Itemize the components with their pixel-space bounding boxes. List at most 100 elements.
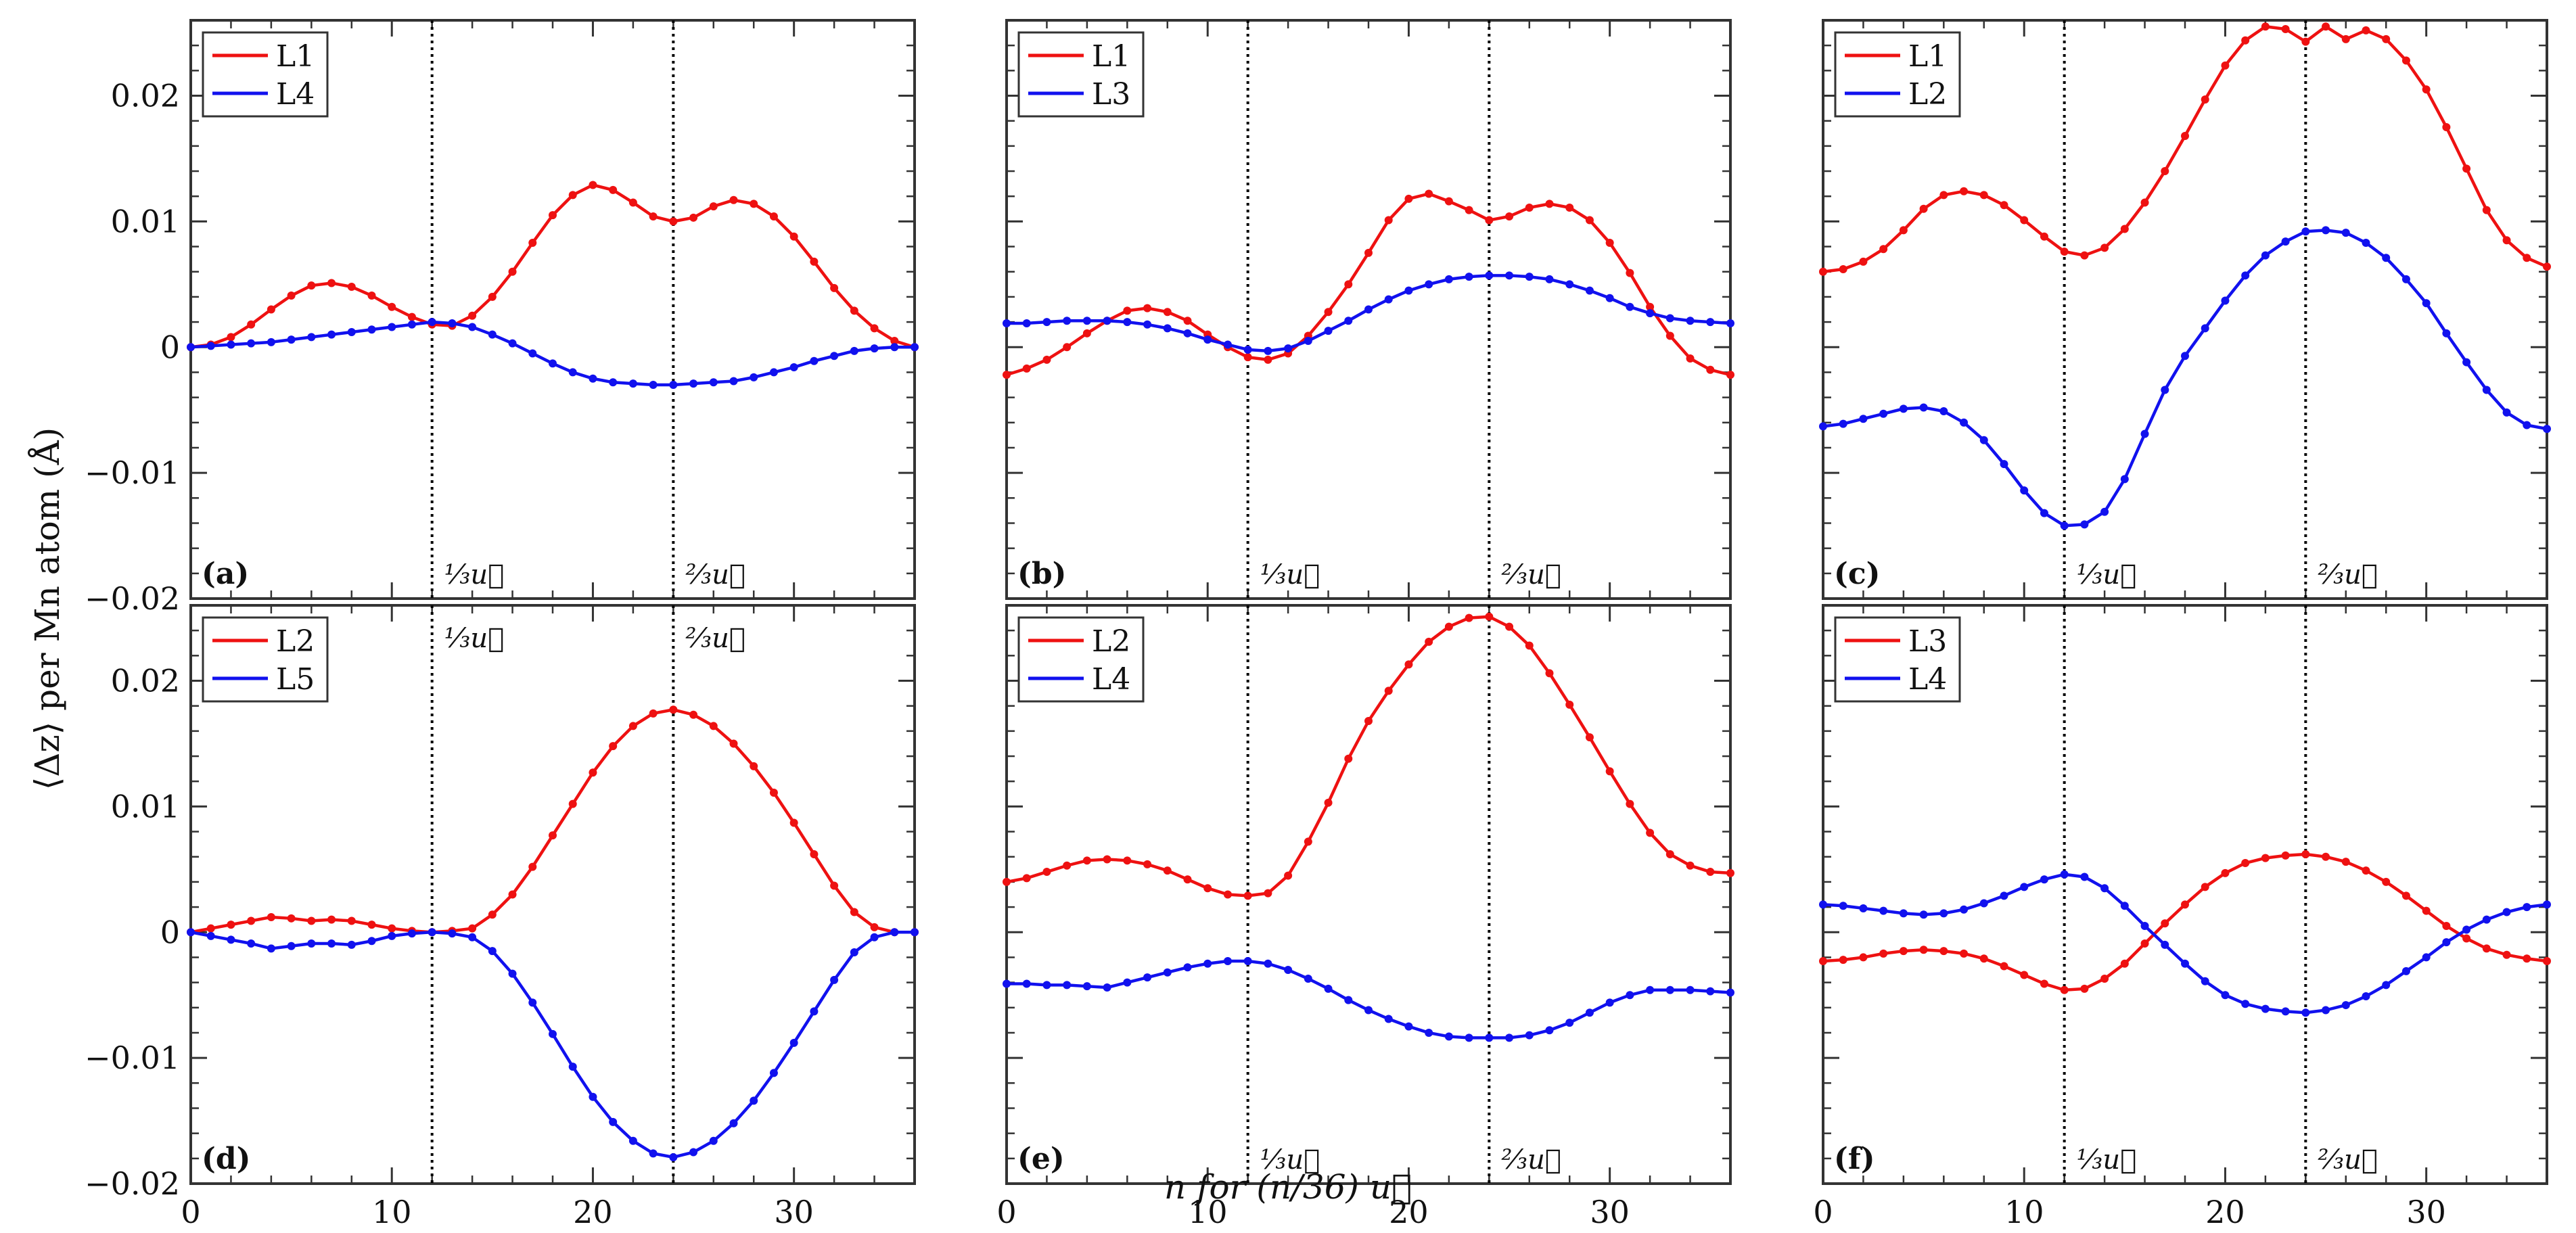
x-tick-label: 10 <box>2004 1194 2044 1230</box>
data-point <box>2281 25 2290 34</box>
data-point <box>1022 979 1031 988</box>
data-point <box>2140 921 2149 930</box>
data-point <box>890 928 899 937</box>
data-point <box>367 937 376 946</box>
data-point <box>2341 229 2350 237</box>
data-point <box>367 292 376 300</box>
data-point <box>2060 870 2069 879</box>
data-point <box>468 924 477 933</box>
data-point <box>2502 408 2511 417</box>
data-point <box>2020 486 2029 495</box>
data-point <box>2482 386 2491 394</box>
data-point <box>830 881 839 890</box>
data-point <box>347 916 356 925</box>
data-point <box>1525 641 1534 650</box>
data-point <box>2020 883 2029 891</box>
data-point <box>1646 309 1655 318</box>
data-point <box>649 381 658 390</box>
data-point <box>1879 245 1888 254</box>
data-point <box>2241 1000 2250 1008</box>
data-point <box>1163 968 1172 977</box>
data-point <box>1465 1033 1473 1042</box>
data-point <box>1960 418 1969 427</box>
data-point <box>1404 1022 1413 1031</box>
data-point <box>568 799 577 808</box>
data-point <box>2462 925 2471 934</box>
data-point <box>1665 331 1674 340</box>
data-point <box>1123 306 1132 315</box>
data-point <box>1143 973 1152 982</box>
data-point <box>1324 327 1333 335</box>
data-point <box>1485 216 1494 225</box>
data-point <box>669 381 678 390</box>
data-point <box>609 185 618 194</box>
data-point <box>327 939 336 948</box>
data-point <box>2301 850 2310 859</box>
data-point <box>1545 669 1554 678</box>
data-point <box>2382 34 2391 43</box>
data-point <box>1344 280 1353 289</box>
data-point <box>890 343 899 352</box>
data-point <box>2422 299 2431 308</box>
data-point <box>2100 975 2109 983</box>
x-tick-label: 30 <box>2406 1194 2446 1230</box>
data-point <box>1726 868 1734 877</box>
data-point <box>1605 238 1614 247</box>
data-point <box>2382 981 2391 990</box>
data-point <box>1859 904 1868 912</box>
data-point <box>327 279 336 287</box>
data-point <box>2181 959 2189 968</box>
data-point <box>2040 875 2048 884</box>
data-point <box>1726 371 1734 379</box>
data-point <box>2523 954 2531 963</box>
data-point <box>1163 324 1172 333</box>
x-tick-label: 30 <box>1590 1194 1630 1230</box>
guide-label: ⅔u⃗ <box>2318 559 2378 590</box>
x-tick-label: 10 <box>1188 1194 1228 1230</box>
data-point <box>227 921 235 929</box>
data-point <box>850 346 858 355</box>
x-tick-label: 10 <box>372 1194 412 1230</box>
legend-label: L2 <box>1092 624 1130 659</box>
data-point <box>1243 353 1252 362</box>
data-point <box>347 327 356 336</box>
data-point <box>1344 996 1353 1004</box>
y-tick-label: 0 <box>160 329 180 365</box>
data-point <box>1444 1032 1453 1041</box>
data-point <box>890 336 899 345</box>
data-point <box>508 339 517 348</box>
data-point <box>1485 271 1494 280</box>
data-point <box>810 850 819 859</box>
data-point <box>2543 425 2551 434</box>
data-point <box>1123 978 1132 987</box>
data-point <box>1183 963 1192 972</box>
data-point <box>468 933 477 941</box>
data-point <box>206 924 215 933</box>
data-point <box>347 940 356 949</box>
data-point <box>810 257 819 266</box>
x-tick-label: 20 <box>573 1194 613 1230</box>
data-point <box>1585 1008 1594 1017</box>
data-point <box>2442 938 2451 947</box>
data-point <box>528 998 537 1007</box>
data-point <box>789 1038 798 1047</box>
data-point <box>1919 403 1928 412</box>
guide-label: ⅓u⃗ <box>444 623 505 654</box>
data-point <box>1404 660 1413 669</box>
data-point <box>2000 962 2008 971</box>
data-point <box>2241 271 2250 280</box>
data-point <box>2201 883 2209 891</box>
data-point <box>2261 854 2270 862</box>
guide-label: ⅓u⃗ <box>444 559 505 590</box>
data-point <box>830 352 839 360</box>
data-point <box>2000 201 2008 210</box>
panel-label: (e) <box>1017 1142 1065 1176</box>
x-tick-label: 20 <box>2205 1194 2245 1230</box>
data-point <box>1605 998 1614 1007</box>
data-point <box>1979 899 1988 908</box>
guide-label: ⅓u⃗ <box>2077 559 2137 590</box>
data-point <box>2322 852 2330 861</box>
